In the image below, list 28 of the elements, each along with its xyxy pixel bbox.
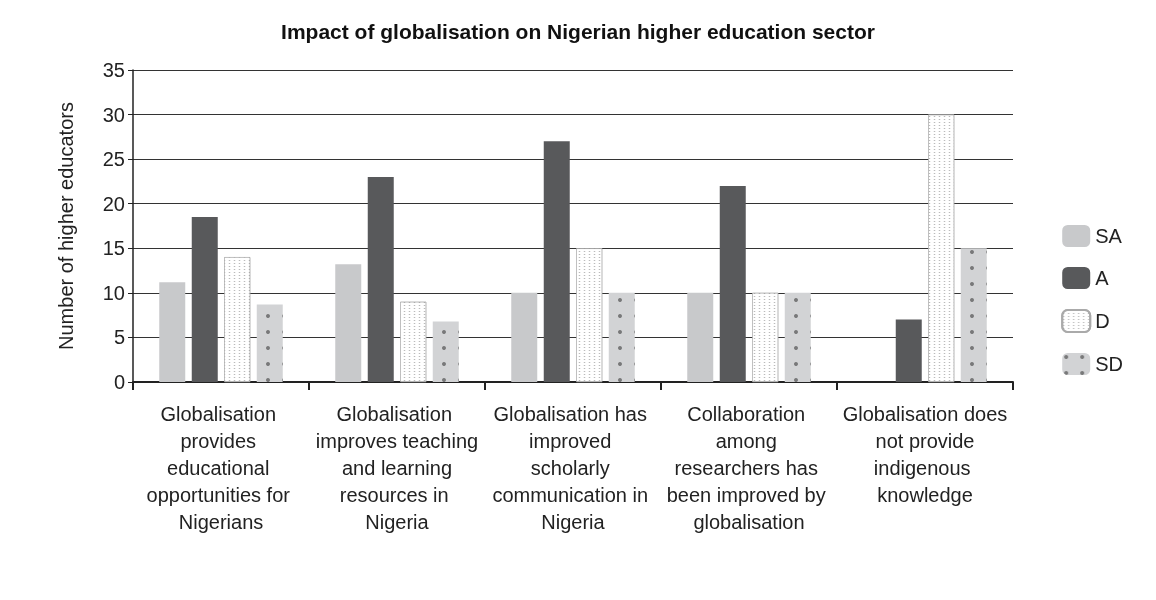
chart-title: Impact of globalisation on Nigerian higher education sector bbox=[281, 20, 875, 43]
y-tick-label: 0 bbox=[113, 371, 125, 393]
bar bbox=[191, 217, 218, 382]
y-tick-label: 10 bbox=[102, 281, 125, 304]
x-tick-label: Globalisation provides educational opportunities for Nigerians bbox=[146, 402, 296, 533]
bar bbox=[687, 292, 714, 382]
y-axis-title: Number of higher educators bbox=[55, 102, 77, 350]
x-tick-label: Collaboration among researchers has been improved by globalisation bbox=[666, 402, 832, 533]
x-tick-label: Globalisation has improved scholarly communication in Nigeria bbox=[492, 402, 654, 533]
legend-label: D bbox=[1095, 310, 1110, 332]
bar bbox=[511, 292, 538, 382]
bar bbox=[543, 141, 570, 382]
legend-label: SD bbox=[1095, 353, 1124, 375]
y-tick-label: 30 bbox=[102, 103, 125, 126]
bar bbox=[159, 282, 186, 382]
bar bbox=[719, 185, 746, 382]
x-tick-label: Globalisation improves teaching and learning resources in Nigeria bbox=[315, 402, 479, 533]
y-tick-label: 35 bbox=[102, 59, 125, 81]
legend-label: A bbox=[1095, 267, 1110, 289]
bar bbox=[367, 176, 394, 382]
y-tick-label: 5 bbox=[113, 326, 125, 349]
y-tick-label: 20 bbox=[102, 192, 125, 215]
bar bbox=[335, 264, 362, 382]
x-tick-label: Globalisation does not provide indigenous knowledge bbox=[842, 402, 1008, 506]
bar bbox=[895, 319, 922, 382]
y-tick-label: 25 bbox=[102, 148, 125, 171]
y-tick-label: 15 bbox=[102, 237, 125, 260]
legend-label: SA bbox=[1095, 225, 1123, 247]
